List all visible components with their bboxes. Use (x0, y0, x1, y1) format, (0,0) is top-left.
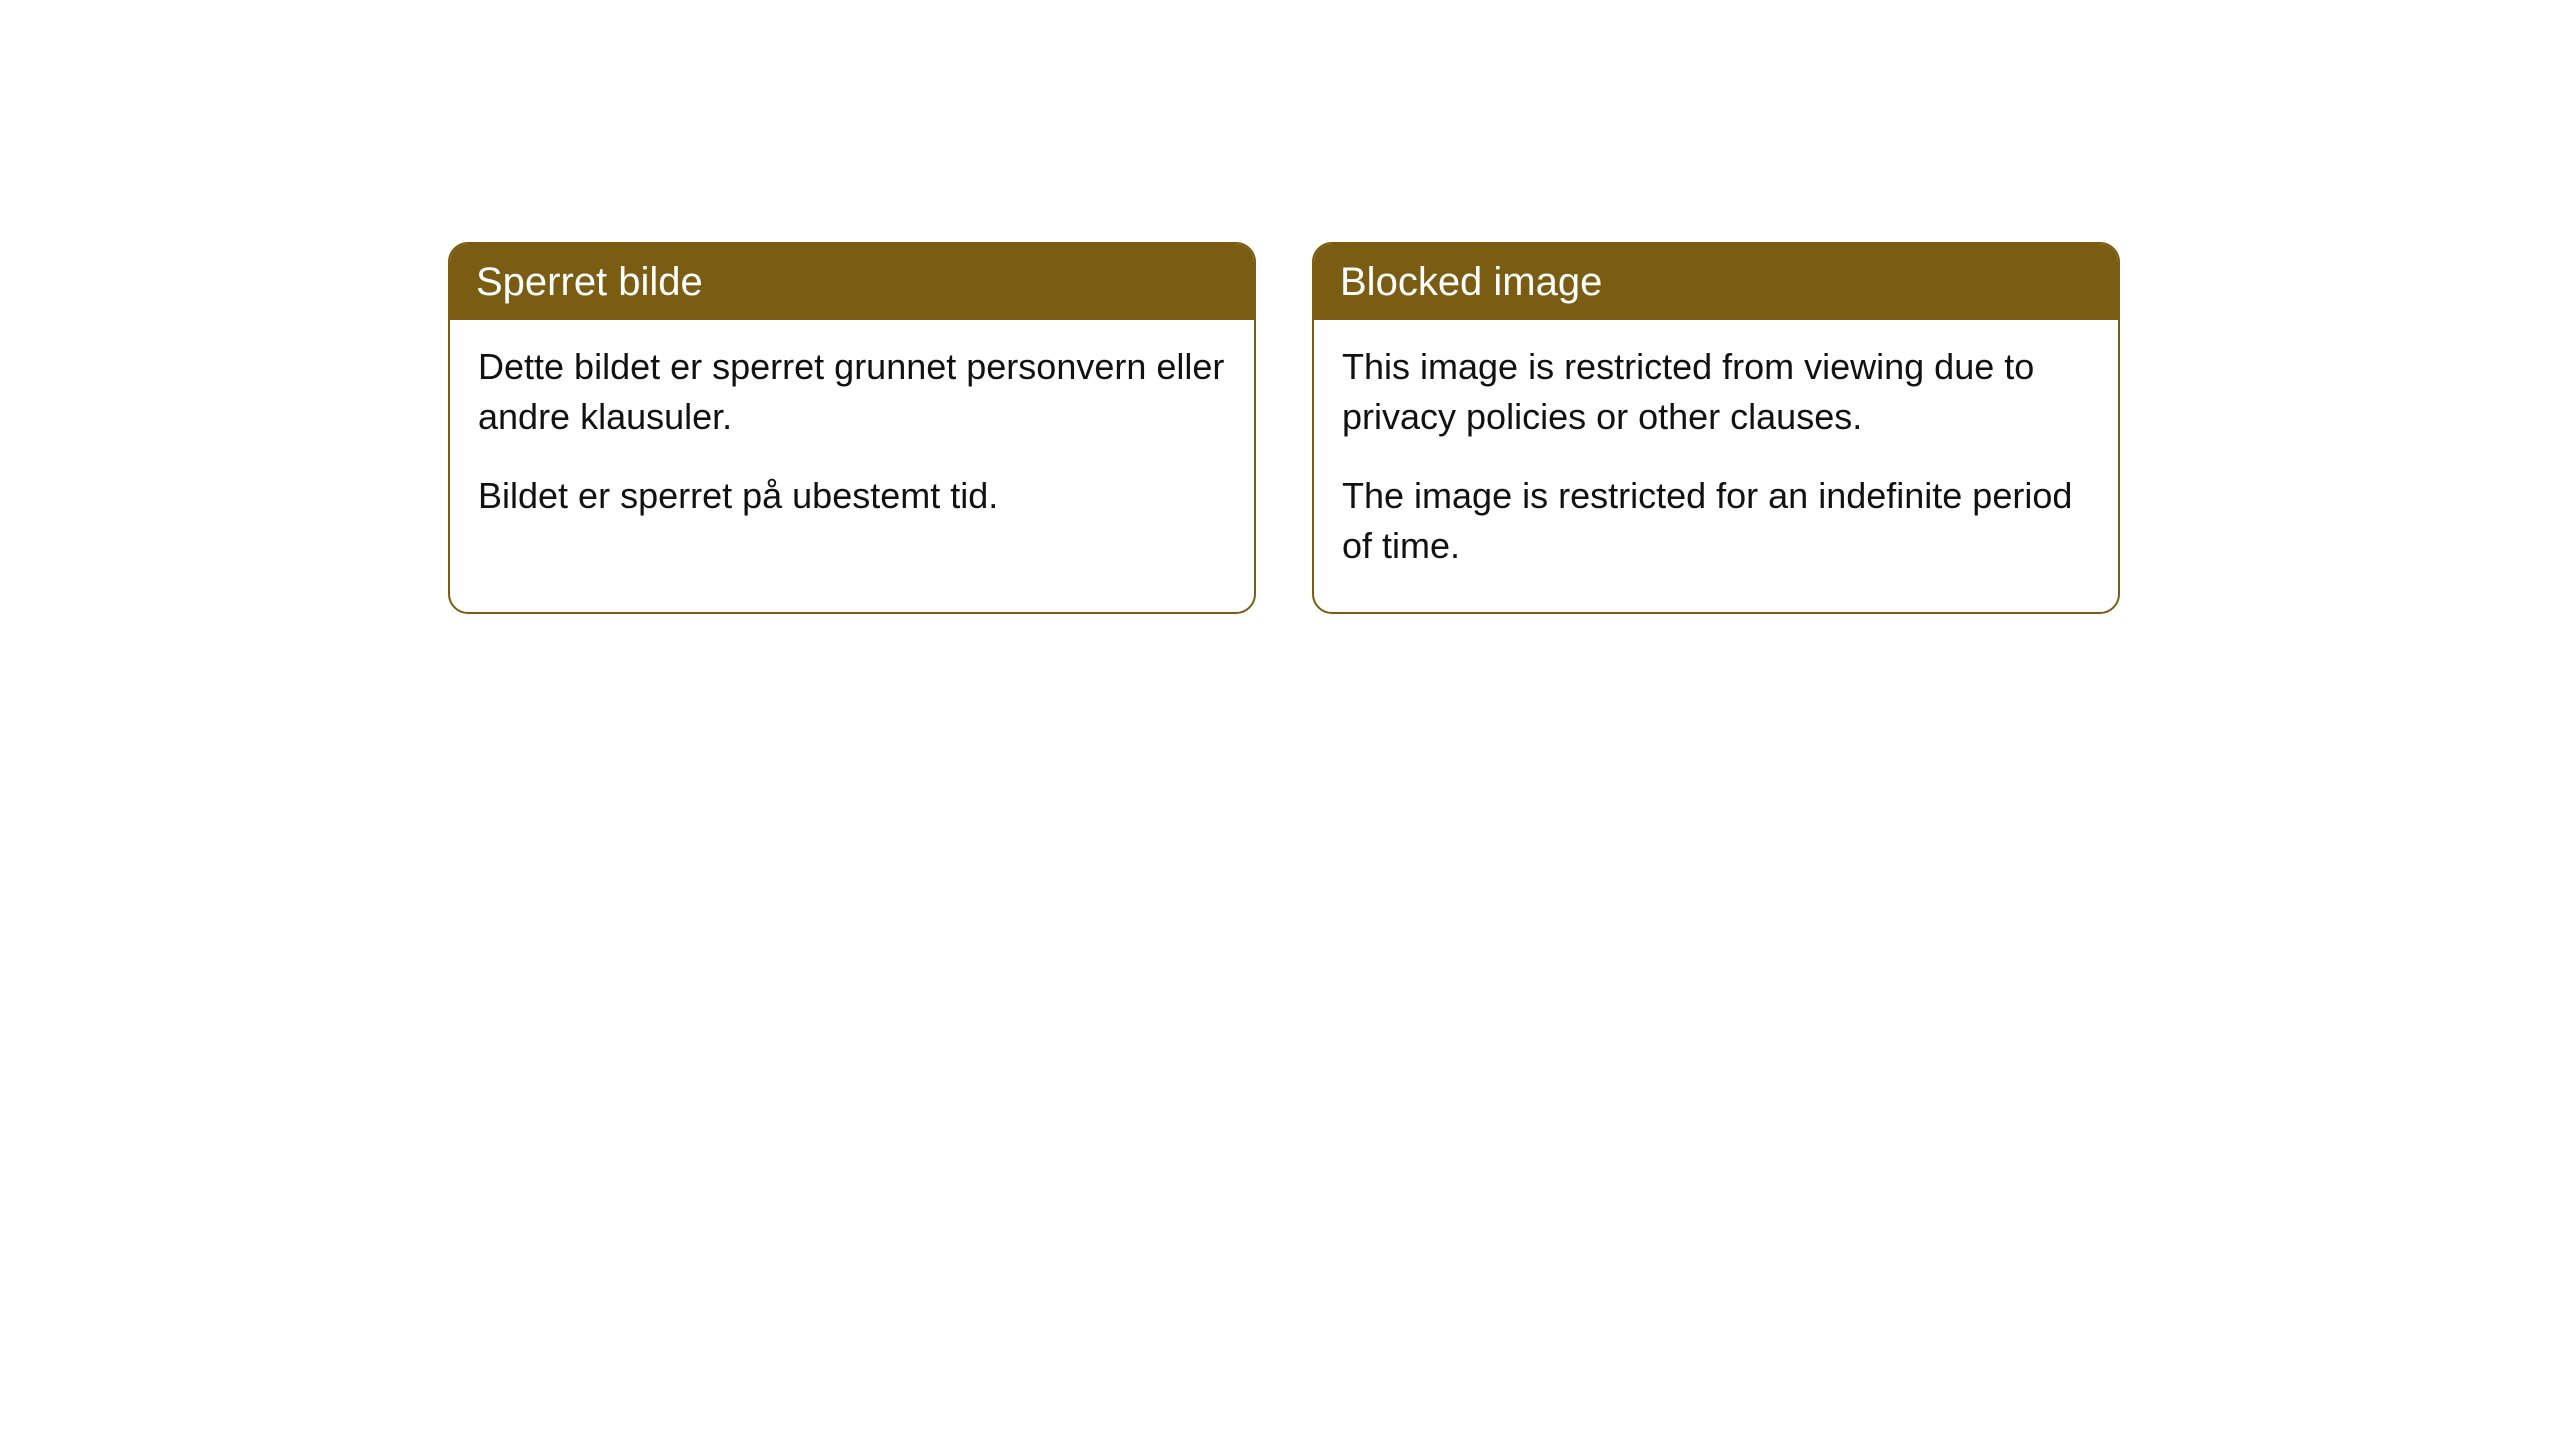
notice-title-norwegian: Sperret bilde (450, 244, 1254, 320)
notice-card-norwegian: Sperret bilde Dette bildet er sperret gr… (448, 242, 1256, 614)
notice-body-norwegian: Dette bildet er sperret grunnet personve… (450, 320, 1254, 561)
notice-paragraph: This image is restricted from viewing du… (1342, 342, 2090, 443)
notice-container: Sperret bilde Dette bildet er sperret gr… (0, 0, 2560, 614)
notice-paragraph: Dette bildet er sperret grunnet personve… (478, 342, 1226, 443)
notice-paragraph: The image is restricted for an indefinit… (1342, 471, 2090, 572)
notice-card-english: Blocked image This image is restricted f… (1312, 242, 2120, 614)
notice-title-english: Blocked image (1314, 244, 2118, 320)
notice-paragraph: Bildet er sperret på ubestemt tid. (478, 471, 1226, 521)
notice-body-english: This image is restricted from viewing du… (1314, 320, 2118, 612)
